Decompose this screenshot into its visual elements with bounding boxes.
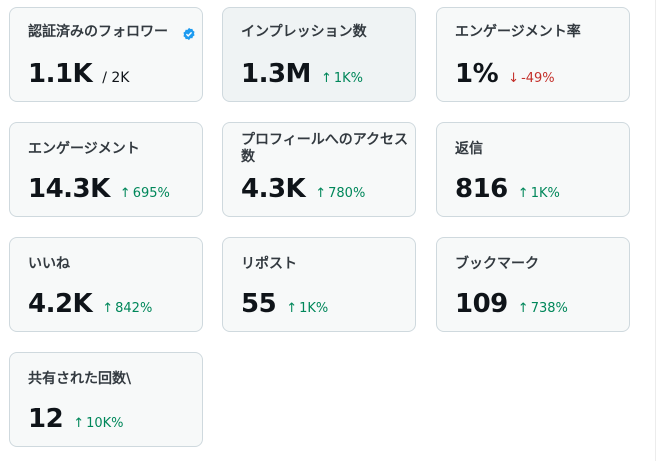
metric-label: エンゲージメント [28,141,140,157]
metric-change: ↑ 10K% [73,416,123,431]
scrollbar[interactable] [655,0,666,461]
metric-label: 返信 [455,141,483,157]
metric-value: 4.2K [28,289,93,319]
metric-change: ↓ -49% [508,71,555,86]
metric-change-value: 780% [328,186,366,201]
metric-label: インプレッション数 [241,24,367,40]
metric-value: 12 [28,404,64,434]
arrow-up-icon: ↑ [102,301,114,316]
metric-card-engagements[interactable]: エンゲージメント 14.3K ↑ 695% [9,122,203,217]
metric-card-bookmarks[interactable]: ブックマーク 109 ↑ 738% [436,237,630,332]
metric-change-value: -49% [521,71,555,86]
metric-change-value: 738% [530,301,568,316]
metric-card-profile-visits[interactable]: プロフィールへのアクセス数 4.3K ↑ 780% [222,122,416,217]
metric-change: ↑ 842% [102,301,152,316]
metric-change: ↑ 695% [120,186,170,201]
metric-card-shares[interactable]: 共有された回数\ 12 ↑ 10K% [9,352,203,447]
metric-value: 1.3M [241,59,311,89]
metric-card-reposts[interactable]: リポスト 55 ↑ 1K% [222,237,416,332]
metric-change: ↑ 780% [315,186,365,201]
arrow-up-icon: ↑ [320,71,332,86]
metric-total: / 2K [102,70,130,86]
metric-value: 1.1K [28,59,93,89]
metric-label: いいね [28,256,70,272]
metric-value: 109 [455,289,508,319]
metric-change-value: 842% [115,301,153,316]
metric-card-engagement-rate[interactable]: エンゲージメント率 1% ↓ -49% [436,7,630,102]
metric-value: 816 [455,174,508,204]
arrow-up-icon: ↑ [517,301,529,316]
arrow-up-icon: ↑ [119,186,131,201]
metric-change-value: 1K% [333,71,363,86]
metric-value: 1% [455,59,499,89]
metric-change-value: 10K% [86,416,124,431]
arrow-up-icon: ↑ [286,301,298,316]
metric-label: リポスト [241,256,297,272]
metric-change: ↑ 1K% [321,71,363,86]
verified-badge-icon [183,27,195,41]
metric-label: ブックマーク [455,256,539,272]
metric-change-value: 1K% [299,301,329,316]
metric-value: 55 [241,289,277,319]
metric-card-replies[interactable]: 返信 816 ↑ 1K% [436,122,630,217]
metric-change: ↑ 1K% [518,186,560,201]
metric-label: エンゲージメント率 [455,24,581,40]
arrow-up-icon: ↑ [517,186,529,201]
metric-card-likes[interactable]: いいね 4.2K ↑ 842% [9,237,203,332]
arrow-down-icon: ↓ [508,71,520,86]
metric-change-value: 695% [132,186,170,201]
metric-card-verified-followers[interactable]: 認証済みのフォロワー 1.1K / 2K [9,7,203,102]
metric-label: 認証済みのフォロワー [28,24,168,40]
metric-label: 共有された回数\ [28,371,132,387]
metric-card-impressions[interactable]: インプレッション数 1.3M ↑ 1K% [222,7,416,102]
metric-change: ↑ 738% [518,301,568,316]
metric-value: 4.3K [241,174,306,204]
arrow-up-icon: ↑ [315,186,327,201]
metric-change-value: 1K% [530,186,560,201]
metric-change: ↑ 1K% [286,301,328,316]
metric-value: 14.3K [28,174,110,204]
arrow-up-icon: ↑ [73,416,85,431]
metric-label: プロフィールへのアクセス数 [241,132,409,165]
